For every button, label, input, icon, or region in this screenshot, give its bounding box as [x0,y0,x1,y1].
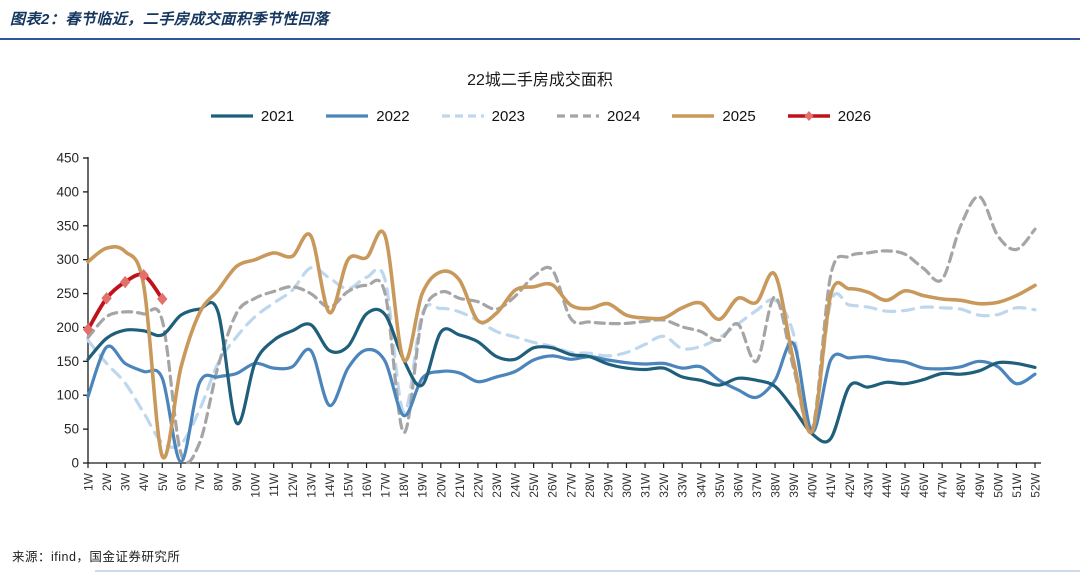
x-tick-label: 44W [880,472,894,497]
title-underline [0,38,1080,40]
x-tick-label: 10W [249,472,263,497]
series-2024-line [86,195,1037,465]
page-title: 图表2：春节临近，二手房成交面积季节性回落 [10,11,329,28]
source-note: 来源：ifind，国金证券研究所 [12,550,181,564]
x-tick-label: 36W [731,472,745,497]
legend-swatch-2022-icon [326,114,369,118]
x-tick-label: 8W [211,472,225,491]
x-tick-label: 47W [936,472,950,497]
x-tick-label: 11W [267,472,281,496]
x-tick-label: 39W [787,472,801,497]
legend-swatch-2021-icon [210,114,253,118]
x-tick-label: 37W [750,472,764,497]
x-tick-label: 15W [341,472,355,497]
x-tick-label: 33W [676,472,690,497]
bottom-divider [95,570,1080,572]
series-2026-marker [101,292,112,305]
x-tick-label: 31W [639,472,653,497]
x-tick-label: 22W [471,472,485,497]
x-tick-label: 9W [230,472,244,491]
x-tick-label: 49W [973,472,987,497]
x-tick-label: 32W [657,472,671,497]
x-tick-label: 23W [490,472,504,497]
legend-item-2025: 2025 [670,108,756,125]
y-tick-label: 450 [56,151,79,166]
x-tick-label: 3W [119,472,133,491]
x-tick-label: 13W [304,472,318,497]
x-tick-label: 25W [527,472,541,497]
legend-item-2023: 2023 [440,108,525,125]
x-tick-label: 18W [397,472,411,497]
y-tick-label: 0 [71,456,79,471]
x-tick-label: 35W [713,472,727,497]
x-tick-label: 4W [137,472,151,491]
x-tick-label: 48W [954,472,968,497]
x-tick-label: 14W [323,472,337,497]
x-tick-label: 41W [824,472,838,497]
x-tick-label: 42W [843,472,857,497]
legend-swatch-2024-icon [557,114,599,118]
y-tick-label: 100 [56,388,79,403]
y-tick-label: 150 [56,354,79,369]
x-tick-label: 34W [694,472,708,497]
y-tick-label: 300 [56,252,79,267]
x-tick-label: 30W [620,472,634,497]
y-tick-label: 200 [56,320,79,335]
x-tick-label: 51W [1010,472,1024,497]
series-2026-marker [157,292,168,306]
x-tick-label: 24W [509,472,523,497]
x-tick-label: 29W [601,472,615,497]
x-tick-label: 6W [174,472,188,491]
y-tick-label: 350 [56,218,79,233]
legend-item-2024: 2024 [555,108,640,125]
x-tick-label: 21W [453,472,467,497]
x-tick-label: 16W [360,472,374,497]
series-2022-line [86,340,1037,464]
x-tick-label: 45W [899,472,913,497]
series-2025-line [86,229,1037,460]
series-2026-marker [138,269,149,282]
x-tick-label: 5W [156,472,170,491]
x-tick-label: 46W [917,472,931,497]
x-tick-label: 52W [1029,472,1043,497]
legend-swatch-2025-icon [672,114,715,118]
x-tick-label: 26W [546,472,560,497]
series-2026-marker [119,275,131,289]
legend-swatch-2026-icon [787,111,830,121]
x-tick-label: 19W [416,472,430,497]
x-tick-label: 20W [434,472,448,497]
chart-title: 22城二手房成交面积 [467,72,613,89]
x-tick-label: 50W [991,472,1005,497]
x-tick-label: 28W [583,472,597,497]
legend-swatch-2023-icon [441,114,484,118]
x-tick-label: 17W [379,472,393,497]
x-tick-label: 1W [82,472,96,491]
legend-item-2021: 2021 [209,108,294,125]
series-2021-line [86,300,1037,444]
chart-legend: 2021 2022 2023 2024 2025 2026 [0,103,1080,129]
x-tick-label: 12W [286,472,300,497]
x-tick-label: 43W [861,472,875,497]
x-tick-label: 40W [806,472,820,497]
x-tick-label: 2W [100,472,114,491]
series-2026-marker [82,323,94,336]
x-tick-label: 7W [193,472,207,491]
y-tick-label: 50 [64,422,79,437]
y-tick-label: 250 [56,286,79,301]
x-tick-label: 38W [769,472,783,497]
x-tick-label: 27W [564,472,578,497]
legend-item-2026: 2026 [786,108,871,125]
y-tick-label: 400 [56,184,79,199]
legend-item-2022: 2022 [324,108,410,125]
